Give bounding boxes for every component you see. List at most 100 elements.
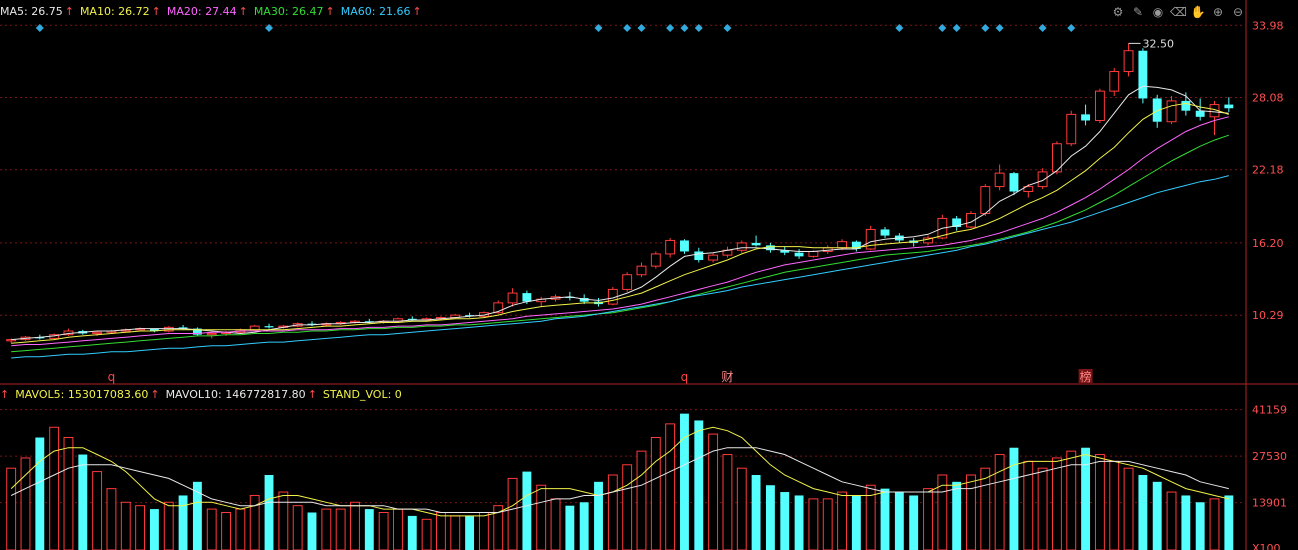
candle-body[interactable] [780, 250, 790, 253]
volume-bar[interactable] [1138, 475, 1148, 550]
volume-bar[interactable] [808, 498, 819, 550]
volume-bar[interactable] [550, 498, 561, 550]
volume-bar[interactable] [880, 488, 890, 550]
candle-body[interactable] [851, 241, 861, 250]
candle-body[interactable] [1094, 90, 1105, 121]
zoom-in-icon[interactable]: ⊕ [1212, 5, 1224, 19]
zoom-out-icon[interactable]: ⊖ [1232, 5, 1244, 19]
candle-body[interactable] [206, 332, 217, 336]
candle-body[interactable] [765, 245, 775, 251]
volume-bar[interactable] [522, 471, 532, 550]
candle-body[interactable] [865, 228, 876, 250]
volume-bar[interactable] [1195, 502, 1205, 550]
volume-bar[interactable] [966, 474, 976, 550]
candle-body[interactable] [1023, 186, 1034, 192]
signal-diamond[interactable] [1038, 24, 1047, 32]
volume-bar[interactable] [937, 474, 948, 550]
volume-bar[interactable] [435, 512, 446, 550]
price-panel[interactable]: 32.50 [6, 37, 1234, 359]
signal-diamond[interactable] [637, 24, 646, 32]
candle-body[interactable] [736, 242, 747, 251]
candle-body[interactable] [1166, 100, 1177, 123]
candle-body[interactable] [163, 326, 174, 332]
candle-body[interactable] [794, 252, 804, 257]
signal-diamond[interactable] [895, 24, 904, 32]
volume-bar[interactable] [292, 505, 303, 550]
volume-bar[interactable] [135, 505, 146, 550]
candle-body[interactable] [149, 328, 159, 332]
candle-body[interactable] [808, 250, 819, 257]
volume-bar[interactable] [636, 450, 647, 550]
candle-body[interactable] [980, 186, 991, 215]
volume-bar[interactable] [493, 505, 504, 550]
candle-body[interactable] [837, 241, 847, 249]
volume-bar[interactable] [994, 454, 1005, 550]
volume-bar[interactable] [837, 491, 847, 550]
candle-body[interactable] [565, 296, 575, 298]
volume-bar[interactable] [321, 508, 332, 550]
candle-body[interactable] [264, 326, 274, 328]
candle-body[interactable] [694, 251, 704, 261]
signal-diamond[interactable] [265, 24, 274, 32]
candle-body[interactable] [92, 331, 103, 334]
volume-bar[interactable] [765, 485, 775, 550]
candle-body[interactable] [966, 213, 976, 228]
volume-bar[interactable] [909, 495, 919, 550]
volume-bar[interactable] [478, 512, 489, 550]
signal-diamond[interactable] [995, 24, 1004, 32]
volume-bar[interactable] [607, 474, 618, 550]
volume-bar[interactable] [49, 426, 60, 550]
candle-body[interactable] [1224, 104, 1234, 109]
volume-bar[interactable] [63, 437, 74, 550]
candle-body[interactable] [35, 337, 45, 339]
candle-body[interactable] [622, 274, 633, 290]
volume-bar[interactable] [536, 484, 547, 550]
volume-bar[interactable] [249, 494, 260, 550]
candle-body[interactable] [6, 339, 17, 342]
volume-bar[interactable] [92, 471, 103, 550]
volume-bar[interactable] [622, 464, 633, 550]
signal-diamond[interactable] [594, 24, 603, 32]
volume-bar[interactable] [6, 467, 17, 550]
candle-body[interactable] [1081, 114, 1091, 121]
volume-bar[interactable] [1009, 447, 1019, 550]
volume-bar[interactable] [1123, 467, 1134, 550]
signal-diamond[interactable] [623, 24, 632, 32]
candle-body[interactable] [680, 240, 689, 252]
candle-body[interactable] [1037, 171, 1048, 188]
event-marker[interactable]: q [108, 370, 116, 384]
volume-bar[interactable] [307, 512, 317, 550]
volume-bar[interactable] [565, 505, 575, 550]
candle-body[interactable] [478, 312, 489, 317]
volume-bar[interactable] [192, 481, 202, 550]
volume-bar[interactable] [980, 467, 991, 550]
volume-bar[interactable] [1051, 457, 1062, 550]
volume-bar[interactable] [221, 512, 231, 550]
candle-body[interactable] [465, 315, 475, 317]
event-marker[interactable]: q [681, 370, 689, 384]
candle-body[interactable] [636, 265, 647, 276]
candle-body[interactable] [1009, 173, 1019, 192]
volume-bar[interactable] [665, 423, 676, 550]
volume-bar[interactable] [421, 518, 432, 550]
delete-icon[interactable]: ⌫ [1170, 5, 1187, 19]
volume-bar[interactable] [1094, 454, 1105, 550]
candle-body[interactable] [650, 253, 661, 267]
volume-bar[interactable] [178, 495, 188, 550]
candle-body[interactable] [178, 327, 188, 329]
volume-bar[interactable] [694, 420, 704, 550]
volume-bar[interactable] [923, 488, 933, 550]
candle-body[interactable] [1123, 50, 1134, 73]
candle-body[interactable] [307, 323, 317, 325]
candle-body[interactable] [880, 229, 890, 236]
candle-body[interactable] [708, 254, 719, 261]
volume-bar[interactable] [465, 515, 475, 550]
event-marker[interactable]: 榜 [1080, 369, 1092, 384]
volume-bar[interactable] [708, 433, 719, 550]
volume-bar[interactable] [235, 508, 246, 550]
candle-body[interactable] [1051, 143, 1062, 173]
volume-bar[interactable] [78, 454, 88, 550]
volume-bar[interactable] [1224, 495, 1234, 550]
